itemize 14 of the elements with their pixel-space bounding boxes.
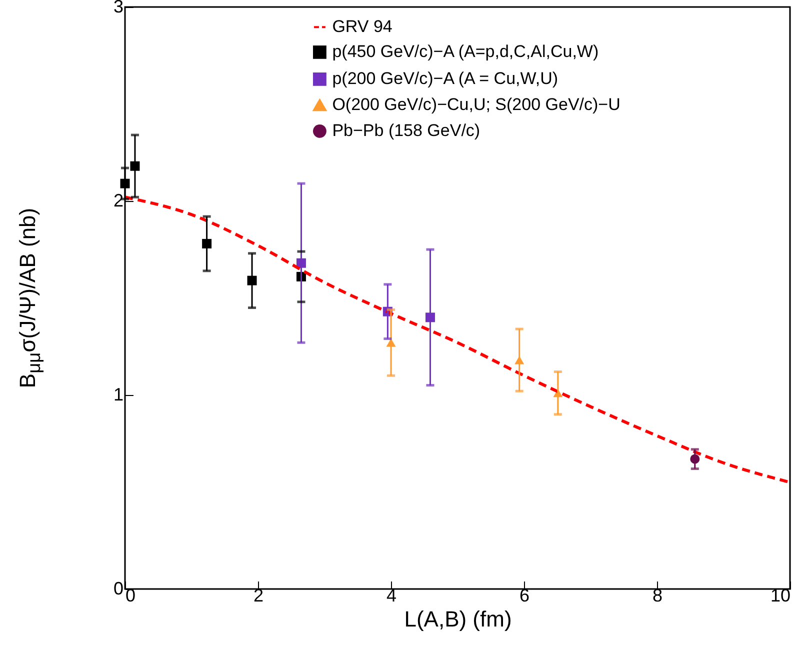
x-tick-label: 8 xyxy=(652,586,663,606)
legend-label: p(200 GeV/c)−A (A = Cu,W,U) xyxy=(332,69,558,88)
y-tick-label: 3 xyxy=(113,0,124,16)
legend-label: Pb−Pb (158 GeV/c) xyxy=(332,121,480,140)
legend-label: p(450 GeV/c)−A (A=p,d,C,Al,Cu,W) xyxy=(332,42,599,62)
x-tick-label: 6 xyxy=(519,586,530,606)
y-tick-label: 1 xyxy=(113,384,124,404)
x-axis-title: L(A,B) (fm) xyxy=(404,606,512,632)
y-tick-label: 2 xyxy=(113,190,124,210)
x-tick-label: 2 xyxy=(253,586,264,606)
legend-label: O(200 GeV/c)−Cu,U; S(200 GeV/c)−U xyxy=(332,95,620,114)
x-tick-label: 4 xyxy=(386,586,397,606)
legend-label: GRV 94 xyxy=(332,17,392,36)
x-tick-label: 10 xyxy=(770,586,790,606)
